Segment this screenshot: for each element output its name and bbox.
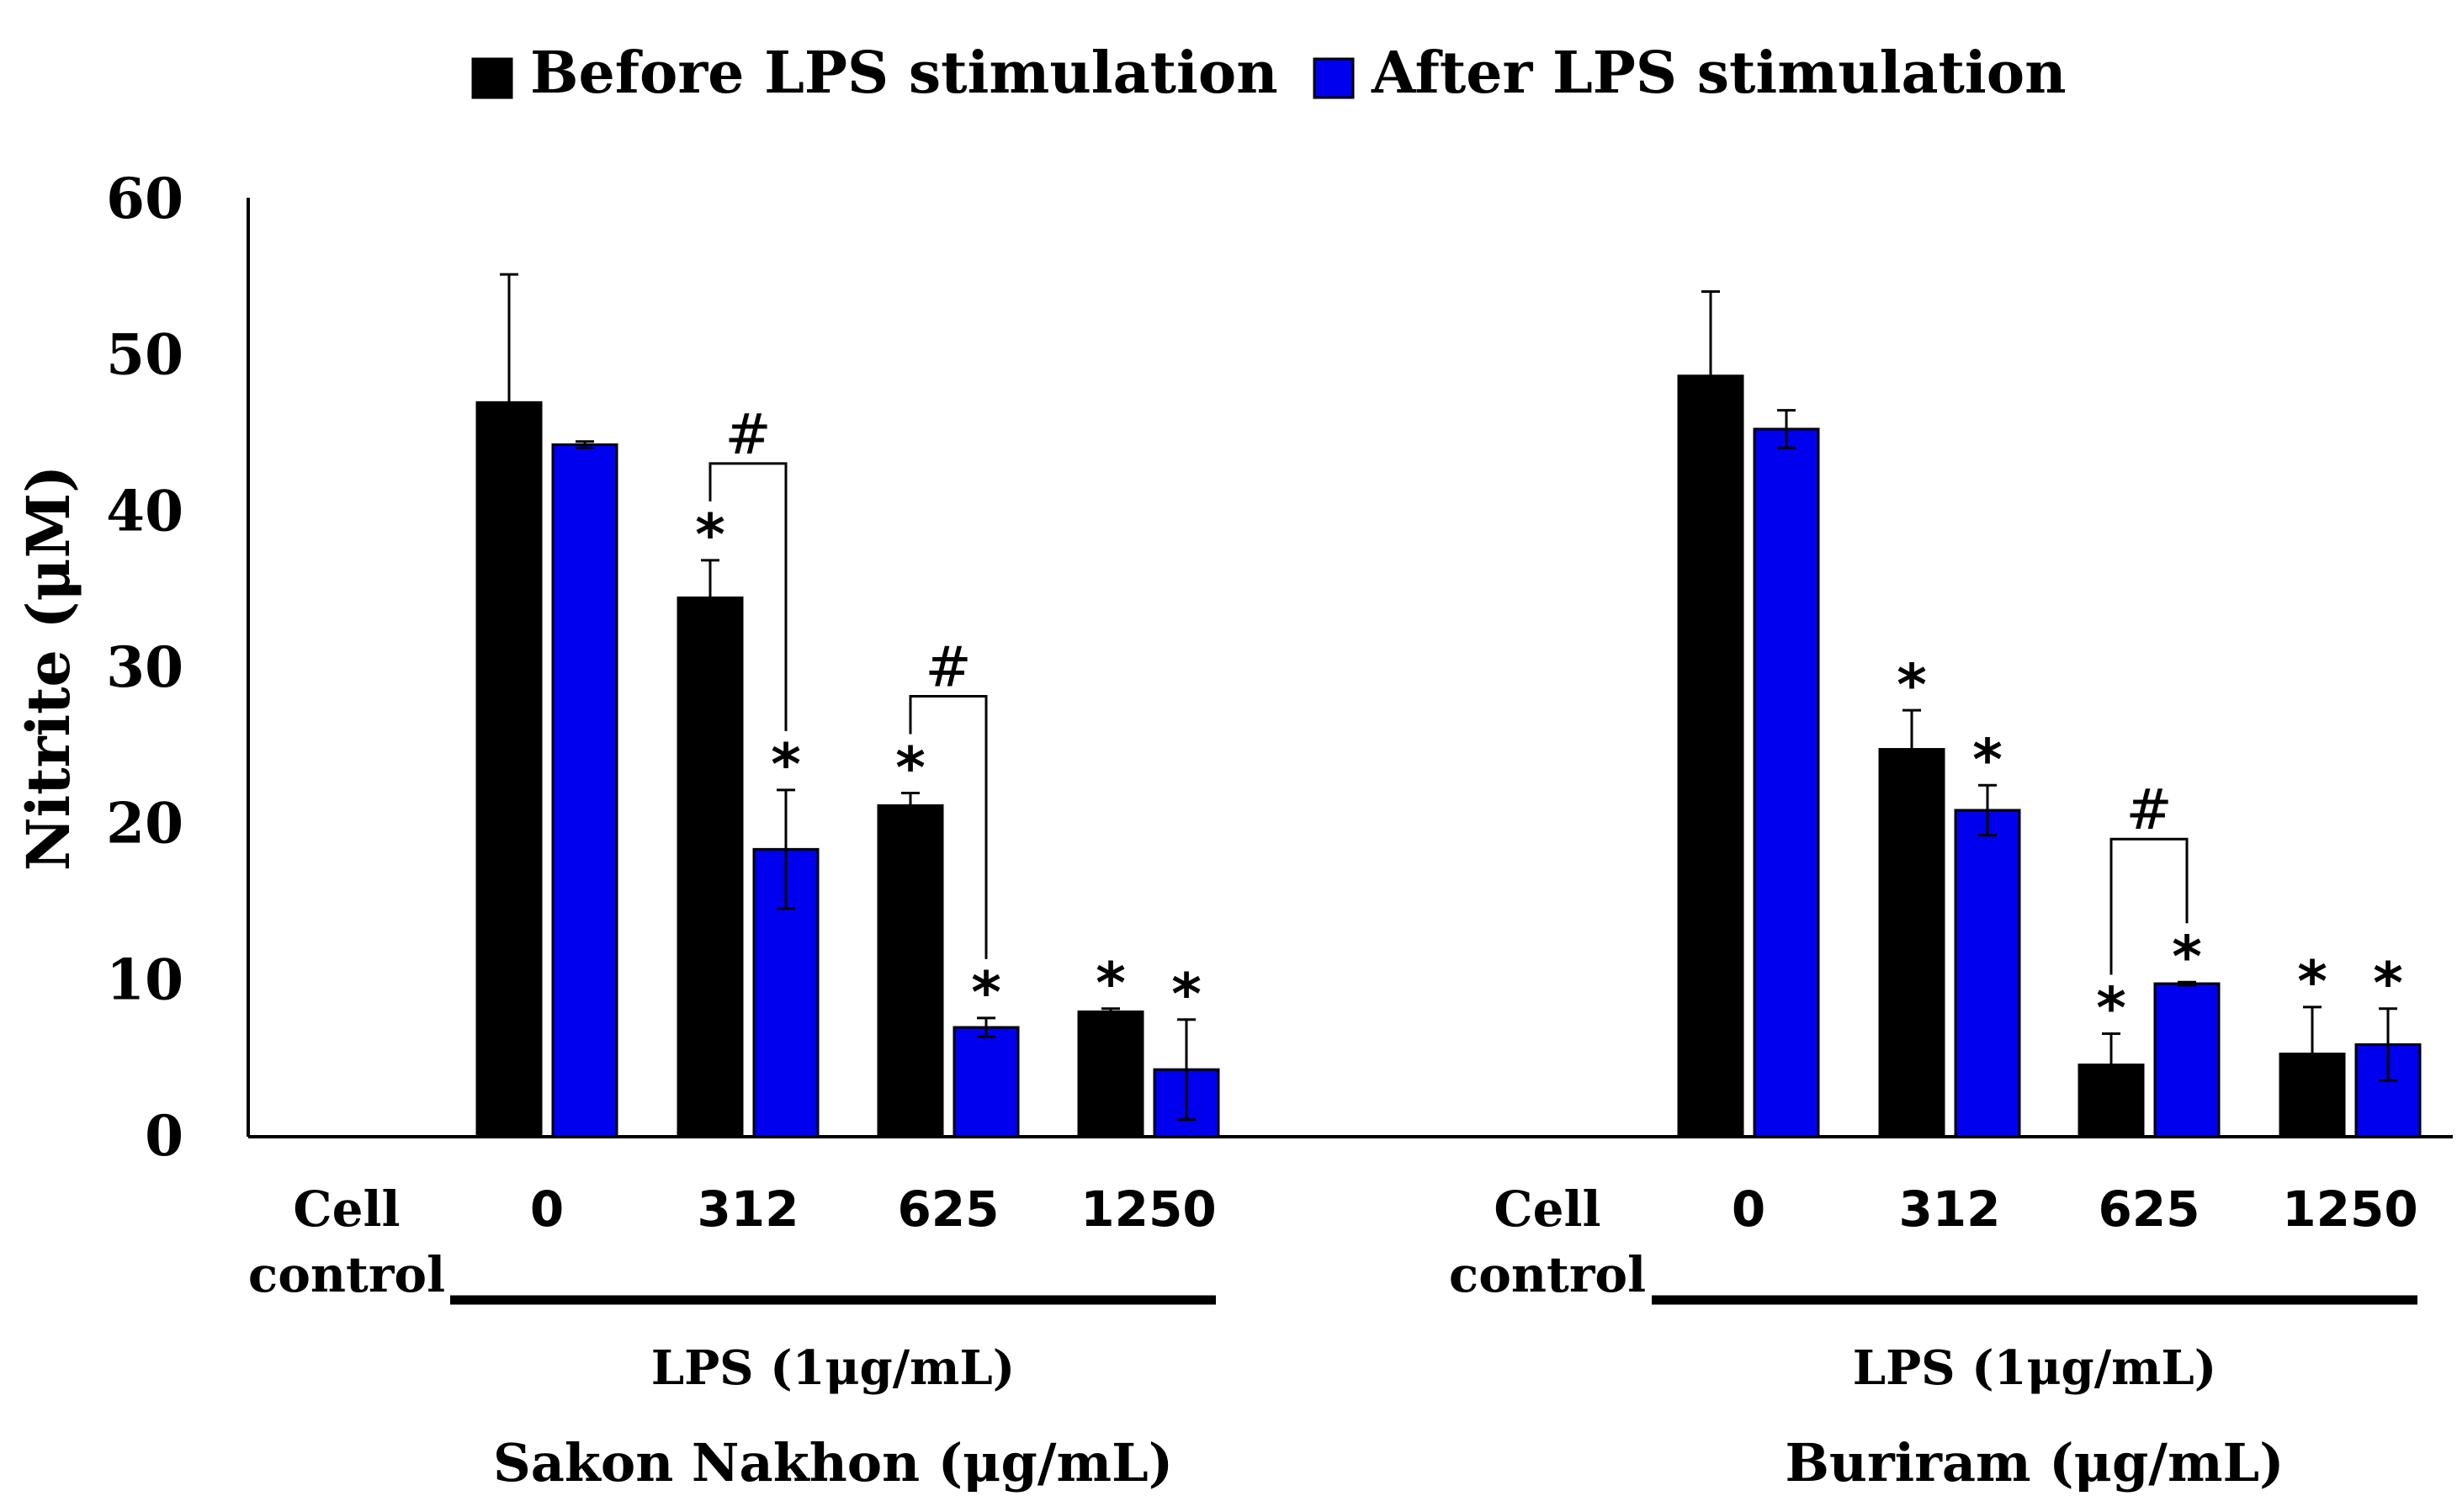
bars: [475, 273, 2422, 1138]
legend-swatch: [471, 57, 513, 99]
hash-label: #: [724, 402, 771, 467]
group-label: Buriram (μg/mL): [1786, 1432, 2285, 1493]
significance-bracket: [2109, 837, 2189, 975]
x-category-label: 312: [697, 1180, 799, 1238]
bar: [1753, 427, 1820, 1138]
significance-bracket: [909, 695, 988, 959]
lps-label: LPS (1μg/mL): [1853, 1340, 2217, 1396]
x-category-label: 1250: [2282, 1180, 2417, 1238]
bar: [953, 1026, 1020, 1138]
significance-star: *: [895, 735, 926, 802]
significance-star: *: [2172, 924, 2202, 990]
significance-star: *: [2297, 949, 2327, 1016]
significance-star: *: [971, 960, 1001, 1027]
significance-star: *: [1096, 951, 1126, 1017]
bar: [1878, 748, 1945, 1138]
legend-swatch: [1313, 57, 1355, 99]
x-category-label: 0: [1732, 1180, 1765, 1238]
x-category-label: control: [1449, 1246, 1646, 1303]
significance-star: *: [1972, 727, 2003, 793]
significance-star: *: [1171, 962, 1202, 1028]
bar: [1077, 1010, 1144, 1138]
x-category-label: 1250: [1080, 1180, 1216, 1238]
significance-star: *: [2096, 976, 2126, 1042]
y-tick-label: 20: [106, 791, 183, 857]
hash-label: #: [2125, 777, 2172, 842]
y-axis-label: Nitrite (μM): [13, 465, 83, 872]
y-tick-label: 30: [106, 634, 183, 700]
legend-label: Before LPS stimulation: [530, 40, 1278, 107]
axes: 0 10 20 30 40 50 60 Nitrite (μM): [13, 166, 2453, 1169]
bar: [1677, 374, 1744, 1138]
bar: [877, 804, 944, 1138]
x-category-label: 0: [530, 1180, 564, 1238]
group-label: Sakon Nakhon (μg/mL): [493, 1432, 1173, 1493]
lps-label: LPS (1μg/mL): [651, 1340, 1016, 1396]
hash-label: #: [925, 635, 971, 700]
y-tick-label: 40: [106, 478, 183, 544]
significance-star: *: [771, 732, 801, 798]
bar: [677, 596, 744, 1138]
bar: [2153, 982, 2221, 1138]
y-tick-label: 10: [106, 947, 183, 1012]
y-tick-label: 60: [106, 166, 183, 231]
x-axis-labels: Cell control 0 312 625 1250 LPS (1μg/mL) Sakon …: [248, 1180, 2418, 1493]
x-category-label: 625: [897, 1180, 999, 1238]
legend-label: After LPS stimulation: [1371, 40, 2067, 107]
significance-star: *: [1897, 652, 1927, 719]
bar: [1954, 809, 2021, 1138]
significance-bracket: [708, 462, 788, 731]
x-category-label: control: [248, 1246, 445, 1303]
y-tick-label: 50: [106, 322, 183, 388]
y-tick-label: 0: [145, 1103, 183, 1169]
significance-star: *: [695, 502, 725, 569]
x-category-label: 625: [2098, 1180, 2200, 1238]
x-category-label: Cell: [293, 1180, 400, 1238]
x-category-label: 312: [1898, 1180, 2000, 1238]
significance-star: *: [2373, 951, 2403, 1017]
x-category-label: Cell: [1494, 1180, 1600, 1238]
annotations: * * * * * * # # * * * * * * #: [695, 402, 2403, 1042]
bar: [551, 443, 618, 1138]
legend: Before LPS stimulation After LPS stimulat…: [471, 40, 2067, 107]
